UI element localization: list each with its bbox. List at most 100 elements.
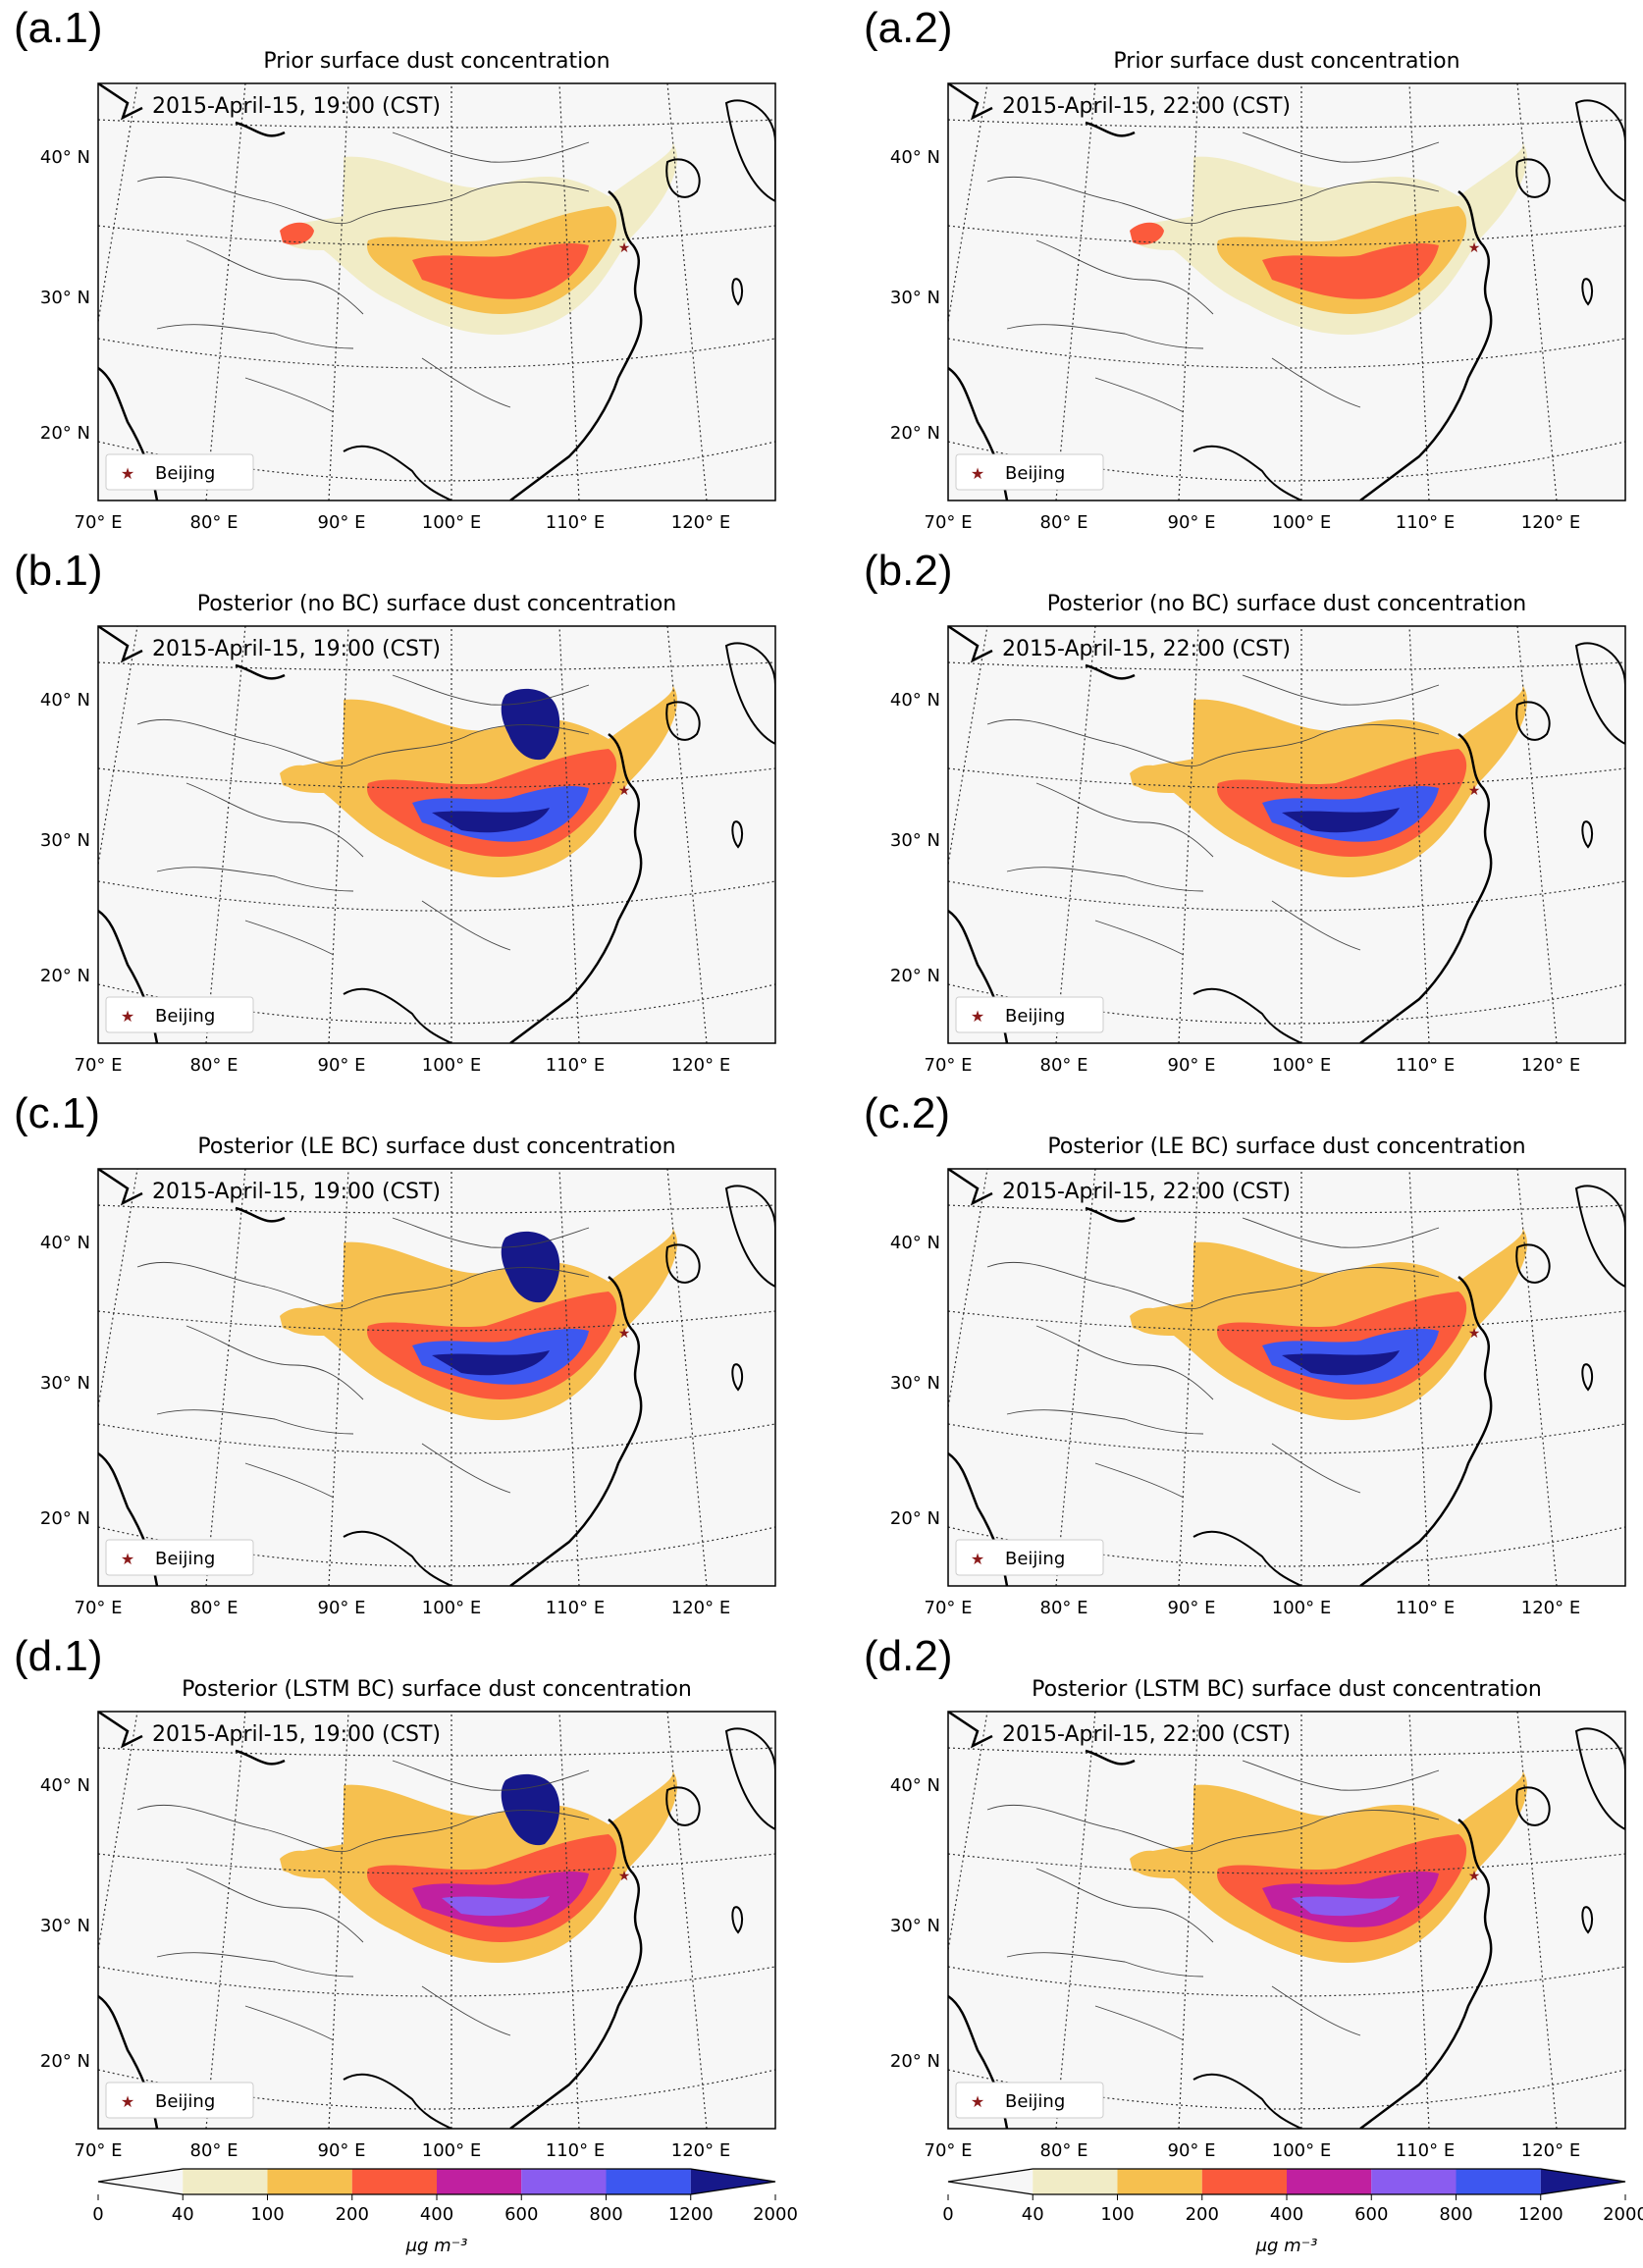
longitude-line <box>774 1712 775 1716</box>
colorbar-swatch <box>1371 2169 1457 2194</box>
coastline-south <box>1192 987 1302 1043</box>
colorbar-swatch <box>948 2169 1034 2194</box>
latitude-line <box>98 119 775 129</box>
latitude-tick-label: 30° N <box>40 1373 90 1394</box>
colorbar-swatch <box>690 2169 775 2194</box>
longitude-tick-label: 100° E <box>422 512 481 533</box>
latitude-tick-label: 40° N <box>890 147 940 168</box>
timestamp-label: 2015-April-15, 19:00 (CST) <box>152 1180 441 1204</box>
longitude-tick-label: 90° E <box>1168 1598 1216 1618</box>
longitude-tick-label: 70° E <box>925 512 973 533</box>
map-panel-d1: (d.1) Posterior (LSTM BC) surface dust co… <box>0 1628 822 2171</box>
longitude-line <box>98 1169 138 1411</box>
country-borders <box>986 1217 1440 1499</box>
colorbar-tick-label: 40 <box>172 2204 194 2225</box>
longitude-line <box>774 626 775 631</box>
coastline <box>1359 190 1493 501</box>
dust-plume-layer <box>1134 142 1527 335</box>
latitude-tick-label: 40° N <box>890 1233 940 1253</box>
panel-label: (a.1) <box>14 4 103 52</box>
colorbar-canvas: 0 40 100 200 400 600 800 1200 2000 <box>942 2168 1643 2225</box>
longitude-tick-label: 120° E <box>1521 1598 1580 1618</box>
panel-label: (a.2) <box>864 4 953 52</box>
longitude-tick-label: 70° E <box>925 1598 973 1618</box>
longitude-tick-label: 110° E <box>1396 2140 1455 2161</box>
longitude-tick-label: 120° E <box>1521 512 1580 533</box>
legend-label: Beijing <box>1005 2091 1065 2112</box>
timestamp-label: 2015-April-15, 22:00 (CST) <box>1002 637 1291 661</box>
colorbar-tick-label: 2000 <box>1603 2204 1643 2225</box>
longitude-tick-label: 120° E <box>671 512 730 533</box>
longitude-tick-label: 90° E <box>1168 512 1216 533</box>
legend-star-icon: ★ <box>121 1009 134 1026</box>
latitude-tick-label: 40° N <box>890 690 940 711</box>
latitude-line <box>948 767 1625 789</box>
longitude-line <box>1408 626 1430 1043</box>
longitude-tick-label: 120° E <box>1521 1055 1580 1076</box>
legend-label: Beijing <box>155 2091 215 2112</box>
longitude-tick-label: 100° E <box>1272 2140 1331 2161</box>
map-canvas: ★ 2015-April-15, 22:00 (CST) ★ Beijing 40° N… <box>890 82 1626 533</box>
latitude-tick-label: 20° N <box>40 423 90 444</box>
dust-plume-layer <box>280 765 314 788</box>
panel-title: Posterior (LSTM BC) surface dust concent… <box>182 1677 692 1702</box>
longitude-line <box>1624 83 1625 88</box>
longitude-line <box>1624 1712 1625 1716</box>
country-borders <box>136 674 590 956</box>
latitude-tick-label: 30° N <box>890 830 940 851</box>
panel-title: Posterior (LE BC) surface dust concentra… <box>1047 1134 1526 1159</box>
longitude-line <box>558 626 580 1043</box>
map-frame <box>97 82 776 501</box>
legend-label: Beijing <box>1005 1549 1065 1569</box>
map-panel-a1: (a.1) Prior surface dust concentration ★ 20… <box>0 0 822 543</box>
longitude-tick-label: 80° E <box>190 2140 238 2161</box>
longitude-line <box>774 83 775 88</box>
colorbar-swatch <box>1117 2169 1202 2194</box>
colorbar-swatch <box>1201 2169 1287 2194</box>
latitude-line <box>948 1204 1625 1214</box>
longitude-tick-label: 110° E <box>546 2140 605 2161</box>
longitude-line <box>948 83 988 326</box>
colorbar-2: 0 40 100 200 400 600 800 1200 2000 μg m⁻³ <box>850 2159 1643 2268</box>
beijing-star-icon: ★ <box>1468 1868 1481 1883</box>
legend-star-icon: ★ <box>971 1552 984 1568</box>
latitude-tick-label: 40° N <box>890 1775 940 1796</box>
longitude-line <box>328 83 349 501</box>
map-canvas: ★ 2015-April-15, 19:00 (CST) ★ Beijing 40° N… <box>40 82 776 533</box>
coastline-north <box>98 1712 286 1766</box>
country-borders <box>986 1760 1440 2041</box>
longitude-tick-label: 80° E <box>190 512 238 533</box>
beijing-star-icon: ★ <box>618 1325 631 1341</box>
beijing-star-icon: ★ <box>1468 239 1481 255</box>
dust-plume-layer <box>284 1228 677 1420</box>
coastline <box>509 1276 643 1586</box>
coastline-korea-japan <box>665 642 775 746</box>
beijing-star-icon: ★ <box>618 239 631 255</box>
latitude-tick-label: 20° N <box>890 1508 940 1529</box>
panel-label: (c.2) <box>864 1089 950 1137</box>
map-frame <box>947 1168 1626 1587</box>
longitude-line <box>1516 1169 1558 1586</box>
latitude-tick-label: 20° N <box>890 966 940 986</box>
coastline-north <box>948 1712 1136 1766</box>
longitude-line <box>666 1712 708 2129</box>
legend-label: Beijing <box>155 1549 215 1569</box>
longitude-line <box>1408 1712 1430 2129</box>
longitude-line <box>774 1169 775 1174</box>
latitude-tick-label: 40° N <box>40 1233 90 1253</box>
colorbar-tick-label: 600 <box>504 2204 538 2225</box>
colorbar-swatch <box>437 2169 522 2194</box>
panel-label: (b.1) <box>14 547 103 595</box>
longitude-tick-label: 110° E <box>546 1055 605 1076</box>
longitude-line <box>666 83 708 501</box>
longitude-tick-label: 110° E <box>1396 512 1455 533</box>
latitude-tick-label: 20° N <box>40 966 90 986</box>
coastline-taiwan <box>1581 278 1594 306</box>
dust-plume-layer <box>1130 765 1164 788</box>
dust-plume-layer <box>412 243 589 299</box>
colorbar-tick-label: 100 <box>1100 2204 1134 2225</box>
map-frame <box>97 1168 776 1587</box>
longitude-line <box>666 626 708 1043</box>
latitude-line <box>948 1747 1625 1757</box>
longitude-tick-label: 80° E <box>1040 2140 1088 2161</box>
